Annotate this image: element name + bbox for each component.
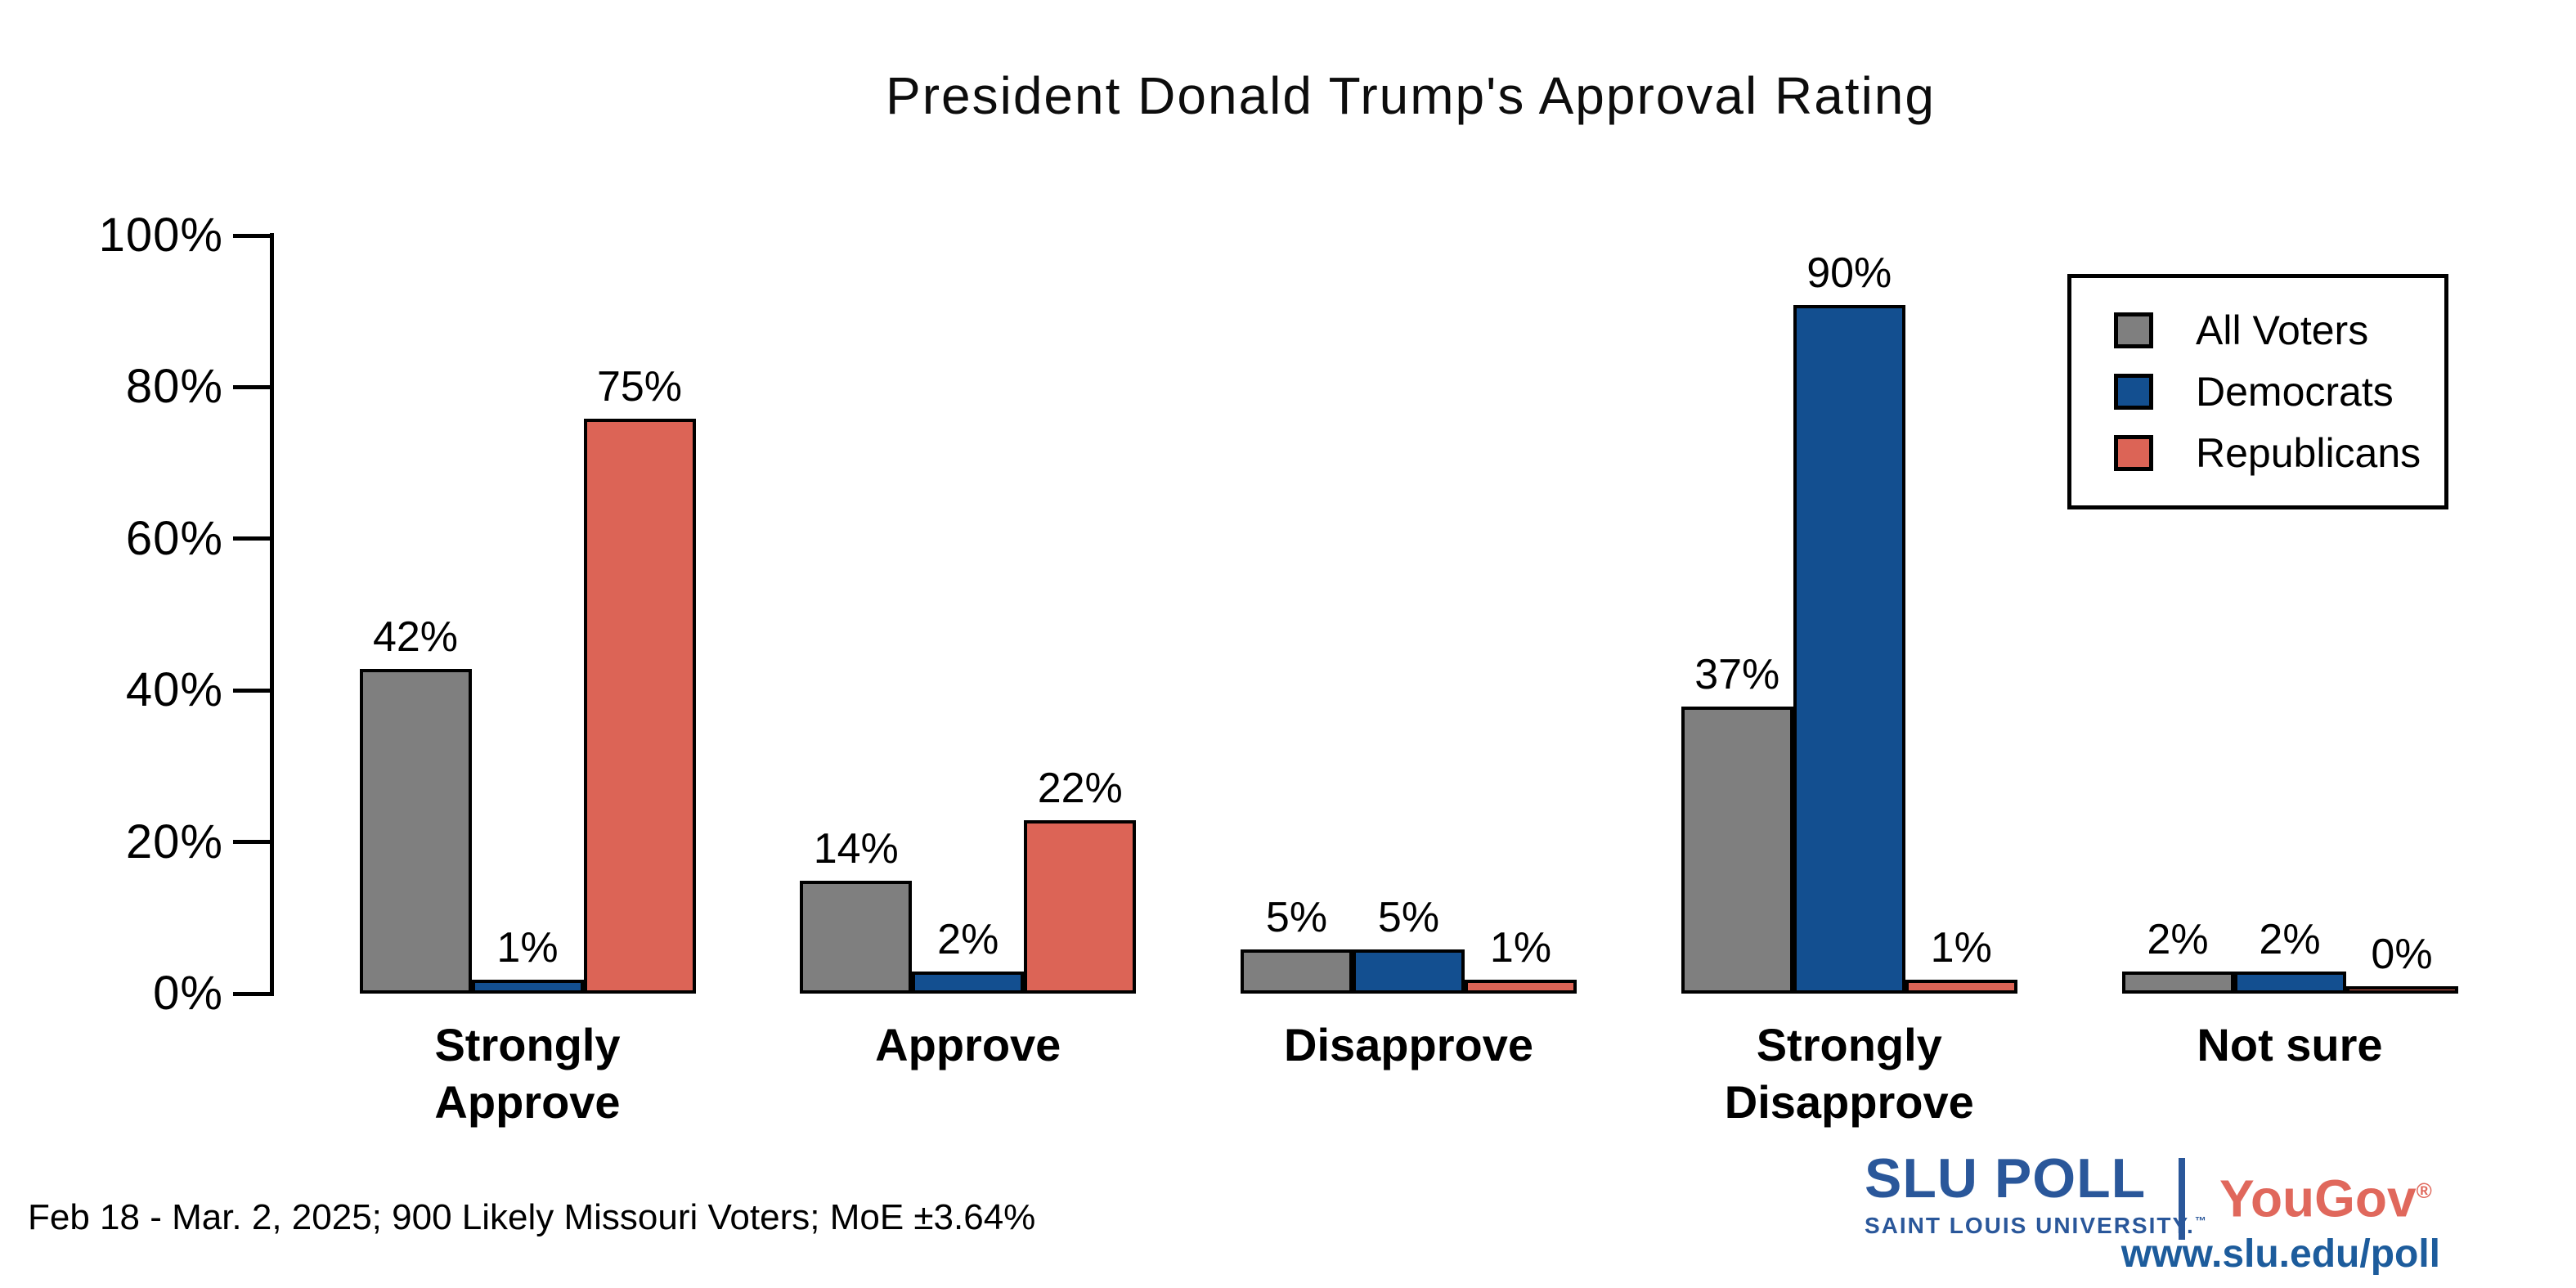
y-axis-tick — [233, 233, 270, 238]
category-label-strongly-disapprove: Strongly Disapprove — [1628, 1016, 2070, 1131]
survey-note: Feb 18 - Mar. 2, 2025; 900 Likely Missou… — [28, 1197, 1036, 1237]
bar-value-label: 2% — [2147, 916, 2209, 964]
slu-poll-logo: SLU POLL SAINT LOUIS UNIVERSITY.™ — [1865, 1151, 2208, 1239]
bar-all-voters-approve — [800, 881, 913, 994]
bar-republicans-approve — [1024, 820, 1137, 994]
category-label-disapprove: Disapprove — [1188, 1016, 1630, 1074]
category-label-line: Approve — [875, 1019, 1061, 1070]
category-label-line: Disapprove — [1724, 1076, 1974, 1128]
slu-poll-wordmark: SLU POLL — [1865, 1147, 2147, 1209]
bar-value-label: 22% — [1037, 765, 1123, 813]
slu-poll-url: www.slu.edu/poll — [2120, 1232, 2440, 1276]
bar-democrats-strongly-disapprove — [1793, 304, 1905, 994]
legend-label: All Voters — [2196, 307, 2369, 353]
category-label-strongly-approve: Strongly Approve — [307, 1016, 748, 1131]
category-label-approve: Approve — [747, 1016, 1189, 1074]
bar-democrats-approve — [912, 972, 1025, 994]
bar-democrats-disapprove — [1353, 949, 1465, 994]
bar-all-voters-disapprove — [1241, 949, 1353, 994]
bar-democrats-not-sure — [2233, 972, 2346, 994]
bar-republicans-not-sure — [2345, 986, 2458, 994]
y-axis-line — [270, 233, 274, 996]
legend-label: Democrats — [2196, 369, 2394, 415]
bar-value-label: 37% — [1694, 651, 1780, 699]
bar-value-label: 75% — [596, 362, 683, 411]
y-axis-tick-label: 40% — [125, 663, 223, 717]
legend-swatch-all-voters — [2114, 312, 2153, 348]
bar-value-label: 5% — [1265, 893, 1328, 941]
y-axis-tick-label: 100% — [98, 209, 223, 262]
bar-value-label: 0% — [2371, 931, 2433, 978]
legend-row-democrats: Democrats — [2114, 371, 2444, 412]
yougov-logo: YouGov® — [2219, 1165, 2432, 1224]
category-label-not-sure: Not sure — [2069, 1016, 2511, 1074]
y-axis-tick-label: 80% — [125, 360, 223, 414]
yougov-wordmark: YouGov — [2219, 1169, 2417, 1228]
bar-republicans-strongly-disapprove — [1905, 979, 2017, 994]
chart-title: President Donald Trump's Approval Rating — [886, 66, 1936, 125]
slu-university-subtitle: SAINT LOUIS UNIVERSITY.™ — [1865, 1213, 2208, 1239]
y-axis-tick-label: 60% — [125, 511, 223, 565]
bar-value-label: 2% — [2259, 916, 2321, 964]
bar-democrats-strongly-approve — [471, 979, 584, 994]
category-label-line: Strongly — [434, 1019, 621, 1070]
slu-university-text: SAINT LOUIS UNIVERSITY. — [1865, 1213, 2195, 1238]
legend-swatch-republicans — [2114, 435, 2153, 471]
bar-republicans-strongly-approve — [583, 418, 696, 994]
bar-all-voters-not-sure — [2121, 972, 2234, 994]
y-axis-tick-label: 0% — [153, 967, 223, 1020]
legend-box: All Voters Democrats Republicans — [2067, 274, 2448, 509]
bar-republicans-disapprove — [1465, 979, 1577, 994]
legend-row-all-voters: All Voters — [2114, 310, 2444, 351]
category-label-line: Not sure — [2197, 1019, 2383, 1070]
legend-swatch-democrats — [2114, 374, 2153, 410]
bar-value-label: 1% — [496, 923, 559, 972]
trademark-symbol: ™ — [2194, 1214, 2208, 1227]
bar-value-label: 5% — [1377, 893, 1440, 941]
bar-all-voters-strongly-approve — [359, 668, 472, 994]
legend-label: Republicans — [2196, 430, 2421, 476]
y-axis-tick-label: 20% — [125, 815, 223, 868]
legend-row-republicans: Republicans — [2114, 433, 2444, 473]
bar-value-label: 1% — [1930, 923, 1992, 972]
y-axis-tick — [233, 688, 270, 693]
category-label-line: Approve — [434, 1076, 621, 1128]
registered-symbol: ® — [2416, 1178, 2432, 1203]
y-axis-tick — [233, 840, 270, 845]
bar-value-label: 42% — [372, 613, 459, 661]
bar-all-voters-strongly-disapprove — [1681, 707, 1793, 994]
y-axis-tick — [233, 384, 270, 389]
bar-value-label: 90% — [1806, 249, 1892, 297]
bar-value-label: 2% — [937, 916, 999, 964]
y-axis-tick — [233, 991, 270, 996]
logo-divider-bar — [2179, 1158, 2185, 1240]
y-axis-tick — [233, 536, 270, 541]
bar-value-label: 14% — [813, 825, 899, 873]
category-label-line: Disapprove — [1284, 1019, 1533, 1070]
category-label-line: Strongly — [1756, 1019, 1942, 1070]
bar-value-label: 1% — [1489, 923, 1552, 972]
